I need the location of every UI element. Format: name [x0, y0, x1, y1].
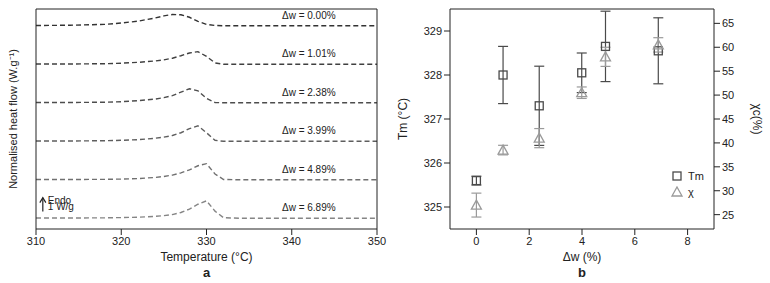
svg-text:χc(%): χc(%) — [750, 104, 762, 135]
svg-text:a: a — [203, 265, 211, 280]
svg-text:45: 45 — [722, 113, 734, 125]
svg-text:Δw = 1.01%: Δw = 1.01% — [282, 48, 336, 59]
svg-text:Tm (°C): Tm (°C) — [396, 98, 410, 140]
svg-text:2: 2 — [526, 235, 532, 247]
svg-text:65: 65 — [722, 17, 734, 29]
svg-text:350: 350 — [368, 235, 386, 247]
svg-text:b: b — [578, 265, 586, 280]
svg-text:310: 310 — [27, 235, 45, 247]
svg-text:330: 330 — [197, 235, 215, 247]
svg-text:Δw = 4.89%: Δw = 4.89% — [282, 164, 336, 175]
svg-text:8: 8 — [685, 235, 691, 247]
svg-text:55: 55 — [722, 65, 734, 77]
svg-text:50: 50 — [722, 89, 734, 101]
svg-text:0: 0 — [473, 235, 479, 247]
svg-text:326: 326 — [424, 157, 442, 169]
svg-text:6: 6 — [632, 235, 638, 247]
svg-text:4: 4 — [579, 235, 585, 247]
svg-text:Δw = 6.89%: Δw = 6.89% — [282, 202, 336, 213]
svg-text:Temperature (°C): Temperature (°C) — [160, 250, 252, 264]
html-text:χ: χ — [688, 186, 694, 198]
svg-text:Δw (%): Δw (%) — [563, 250, 602, 264]
svg-text:327: 327 — [424, 113, 442, 125]
svg-text:40: 40 — [722, 137, 734, 149]
svg-text:Δw = 2.38%: Δw = 2.38% — [282, 87, 336, 98]
svg-text:35: 35 — [722, 161, 734, 173]
svg-text:25: 25 — [722, 209, 734, 221]
svg-text:325: 325 — [424, 201, 442, 213]
svg-text:328: 328 — [424, 69, 442, 81]
svg-text:30: 30 — [722, 185, 734, 197]
svg-text:Normalised heat flow (W.g⁻¹): Normalised heat flow (W.g⁻¹) — [8, 49, 19, 189]
svg-text:Δw = 3.99%: Δw = 3.99% — [282, 125, 336, 136]
svg-text:320: 320 — [112, 235, 130, 247]
html-text:Tm: Tm — [688, 170, 704, 182]
svg-text:Endo: Endo — [47, 194, 72, 206]
svg-text:329: 329 — [424, 25, 442, 37]
svg-text:1 W/g: 1 W/g — [48, 201, 74, 212]
svg-text:60: 60 — [722, 41, 734, 53]
svg-text:Δw = 0.00%: Δw = 0.00% — [282, 10, 336, 21]
svg-text:340: 340 — [283, 235, 301, 247]
